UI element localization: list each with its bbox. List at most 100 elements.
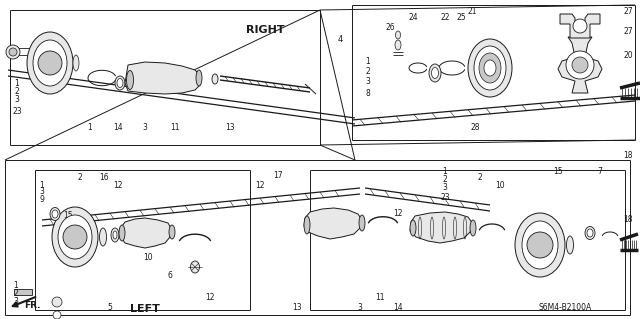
Text: 2: 2	[15, 86, 19, 95]
Ellipse shape	[113, 231, 117, 239]
Circle shape	[9, 48, 17, 56]
Text: FR.: FR.	[24, 300, 40, 309]
Text: 5: 5	[108, 302, 113, 311]
Ellipse shape	[587, 229, 593, 237]
Text: LEFT: LEFT	[130, 304, 160, 314]
Ellipse shape	[191, 261, 200, 273]
Circle shape	[63, 225, 87, 249]
Text: 21: 21	[467, 8, 477, 17]
Text: 18: 18	[623, 216, 633, 225]
Ellipse shape	[515, 213, 565, 277]
Ellipse shape	[470, 220, 476, 236]
Polygon shape	[560, 14, 600, 38]
Text: 10: 10	[495, 181, 505, 189]
Ellipse shape	[189, 72, 191, 87]
Text: 12: 12	[255, 181, 265, 189]
Text: 23: 23	[12, 107, 22, 115]
Text: 26: 26	[385, 24, 395, 33]
Ellipse shape	[395, 40, 401, 50]
Ellipse shape	[117, 78, 123, 87]
Text: 12: 12	[205, 293, 215, 302]
Text: S6M4-B2100A: S6M4-B2100A	[538, 302, 591, 311]
Ellipse shape	[468, 39, 512, 97]
Text: 3: 3	[40, 188, 44, 197]
Text: 9: 9	[40, 196, 44, 204]
Text: 15: 15	[553, 167, 563, 176]
Text: 27: 27	[623, 8, 633, 17]
Ellipse shape	[127, 70, 134, 90]
Text: 20: 20	[623, 50, 633, 60]
Text: 12: 12	[393, 209, 403, 218]
Text: 3: 3	[15, 94, 19, 103]
Text: RIGHT: RIGHT	[246, 25, 284, 35]
Ellipse shape	[304, 216, 310, 234]
Ellipse shape	[138, 70, 141, 90]
Text: 24: 24	[408, 13, 418, 23]
Text: 1: 1	[88, 123, 92, 132]
Text: 1: 1	[13, 280, 19, 290]
Ellipse shape	[52, 210, 58, 218]
Circle shape	[38, 51, 62, 75]
Circle shape	[6, 45, 20, 59]
Text: 14: 14	[393, 303, 403, 313]
Text: 2: 2	[443, 175, 447, 184]
Text: 13: 13	[225, 123, 235, 132]
Text: 14: 14	[113, 123, 123, 132]
Text: 28: 28	[470, 123, 480, 132]
Text: 3: 3	[143, 123, 147, 132]
Ellipse shape	[134, 70, 136, 91]
Text: 1: 1	[443, 167, 447, 176]
Text: 3: 3	[365, 78, 371, 86]
Ellipse shape	[129, 69, 131, 91]
Ellipse shape	[359, 215, 365, 231]
Ellipse shape	[99, 228, 106, 246]
Ellipse shape	[58, 215, 92, 259]
Ellipse shape	[196, 70, 202, 86]
Bar	[14, 289, 32, 295]
Ellipse shape	[212, 74, 218, 84]
Text: 12: 12	[113, 181, 123, 189]
Ellipse shape	[566, 236, 573, 254]
Ellipse shape	[169, 225, 175, 239]
Ellipse shape	[474, 46, 506, 90]
Polygon shape	[304, 208, 362, 239]
Ellipse shape	[429, 64, 441, 82]
Polygon shape	[558, 37, 602, 93]
Text: 18: 18	[623, 151, 633, 160]
Text: 3: 3	[358, 303, 362, 313]
Ellipse shape	[396, 31, 401, 39]
Polygon shape	[410, 212, 473, 243]
Text: 15: 15	[63, 211, 73, 219]
Circle shape	[573, 19, 587, 33]
Ellipse shape	[50, 207, 60, 220]
Text: 11: 11	[170, 123, 180, 132]
Ellipse shape	[479, 53, 501, 83]
Ellipse shape	[119, 225, 125, 241]
Ellipse shape	[159, 71, 161, 89]
Text: 2: 2	[477, 174, 483, 182]
Text: 27: 27	[623, 27, 633, 36]
Ellipse shape	[111, 228, 119, 242]
Text: 2: 2	[77, 174, 83, 182]
Ellipse shape	[484, 60, 496, 76]
Text: 2: 2	[13, 288, 19, 298]
Circle shape	[527, 232, 553, 258]
Text: 16: 16	[99, 174, 109, 182]
Text: 8: 8	[365, 88, 371, 98]
Text: 1: 1	[40, 181, 44, 189]
Ellipse shape	[179, 72, 182, 88]
Text: 11: 11	[375, 293, 385, 302]
Ellipse shape	[410, 220, 416, 236]
Text: 3: 3	[443, 183, 447, 192]
Ellipse shape	[522, 221, 558, 269]
Ellipse shape	[73, 55, 79, 71]
Text: 1: 1	[15, 78, 19, 87]
Ellipse shape	[431, 68, 438, 78]
Text: 17: 17	[273, 170, 283, 180]
Text: 10: 10	[143, 253, 153, 262]
Text: 4: 4	[337, 35, 342, 44]
Text: 25: 25	[456, 13, 466, 23]
Text: 22: 22	[440, 13, 450, 23]
Circle shape	[566, 51, 594, 79]
Polygon shape	[125, 62, 200, 94]
